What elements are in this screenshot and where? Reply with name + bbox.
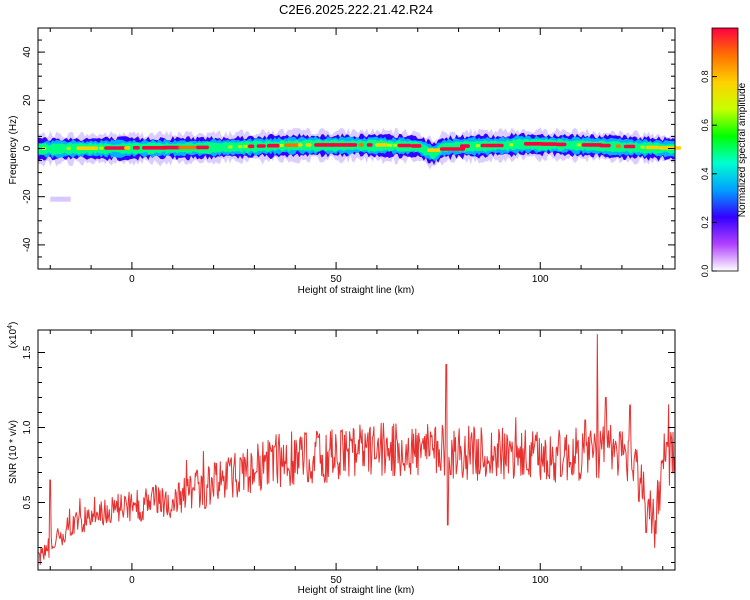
- ridge-core-segment: [331, 143, 353, 147]
- chart-title: C2E6.2025.222.21.42.R24: [279, 2, 433, 17]
- ridge-core-segment: [375, 143, 388, 147]
- spectrogram-y-tick-label: 0: [22, 145, 33, 151]
- ridge-core-segment: [132, 146, 140, 150]
- snr-x-tick-label: 100: [532, 575, 549, 586]
- ridge-core-segment: [397, 143, 412, 148]
- ridge-core-segment: [243, 144, 248, 148]
- ridge-core-segment: [523, 142, 544, 146]
- spectrogram-y-tick-label: 40: [22, 46, 33, 58]
- ridge-core-segment: [475, 144, 480, 148]
- snr-ticks: 0 50 100 0.5 1.0 1.5: [22, 330, 675, 586]
- ridge-core-segment: [349, 143, 358, 147]
- ridge-core-segment: [615, 144, 621, 148]
- ridge-core-segment: [581, 143, 603, 147]
- ridge-core-segment: [460, 144, 470, 148]
- snr-y-label: SNR (10 * v/v): [8, 420, 19, 484]
- ridge-core-segment: [410, 144, 422, 148]
- ridge-core-segment: [66, 146, 71, 150]
- colorbar-tick-label: 0.6: [700, 119, 710, 132]
- spectrogram-y-label: Frequency (Hz): [8, 116, 19, 185]
- snr-y-tick-label: 0.5: [22, 495, 33, 509]
- ridge-core-segment: [142, 146, 168, 150]
- colorbar-tick-label: 0.8: [700, 70, 710, 83]
- snr-plot-area: [38, 330, 675, 570]
- ridge-core-segment: [162, 145, 181, 150]
- spectrogram-heatmap: [38, 127, 682, 202]
- ridge-core-segment: [645, 145, 660, 150]
- ridge-core-segment: [76, 146, 99, 150]
- ridge-core-segment: [196, 145, 209, 150]
- spectrogram-y-tick-label: 20: [22, 94, 33, 106]
- ridge-core-segment: [387, 143, 392, 147]
- isolated-patch: [50, 196, 71, 202]
- ridge-core-segment: [104, 146, 130, 150]
- colorbar-tick-label: 0.4: [700, 168, 710, 181]
- ridge-core-segment: [228, 145, 233, 149]
- ridge-core-segment: [314, 143, 336, 147]
- colorbar-ticks: 0.0 0.2 0.4 0.6 0.8: [700, 70, 717, 277]
- colorbar-label: Normalized spectral amplitude: [737, 82, 748, 217]
- spectrogram-ticks: 0 50 100 -40 -20 0 20 40: [22, 27, 675, 285]
- ridge-core-segment: [279, 143, 284, 147]
- spectrogram-x-tick-label: 0: [129, 274, 135, 285]
- ridge-core-segment: [178, 145, 200, 150]
- spectrogram-x-tick-label: 100: [532, 274, 549, 285]
- ridge-core-segment: [305, 143, 312, 147]
- spectrogram-x-label: Height of straight line (km): [298, 285, 415, 296]
- ridge-core-segment: [99, 146, 104, 150]
- ridge-core-segment: [297, 143, 303, 147]
- ridge-core-segment: [623, 144, 636, 149]
- ridge-core-segment: [284, 143, 299, 147]
- ridge-core-segment: [358, 143, 364, 147]
- spectrogram-y-tick-label: -40: [22, 237, 33, 252]
- ridge-core-segment: [439, 147, 466, 151]
- ridge-green-band: [38, 138, 675, 160]
- ridge-core-segment: [248, 144, 255, 149]
- ridge-core-segment: [658, 146, 682, 150]
- colorbar-tick-label: 0.0: [700, 265, 710, 278]
- snr-x-tick-label: 50: [331, 575, 343, 586]
- ridge-core-segment: [555, 142, 567, 147]
- ridge-core-segment: [124, 146, 131, 150]
- colorbar-bar: [711, 27, 739, 272]
- snr-series-line: [37, 334, 675, 565]
- ridge-core-segment: [540, 142, 558, 146]
- ridge-core-segment: [599, 143, 611, 148]
- snr-x-label: Height of straight line (km): [298, 585, 415, 596]
- ridge-core-segment: [392, 143, 397, 147]
- ridge-core-segment: [256, 144, 266, 148]
- ridge-core-segment: [480, 143, 504, 148]
- colorbar: 0.0 0.2 0.4 0.6 0.8 Normalized spectral ampl…: [700, 27, 748, 277]
- ridge-core-segment: [267, 143, 280, 148]
- ridge-core-segment: [509, 143, 514, 147]
- spectrogram-y-tick-label: -20: [22, 189, 33, 204]
- snr-y-tick-label: 1.5: [22, 345, 33, 359]
- snr-panel: 0 50 100 0.5 1.0 1.5 Height of straight line …: [7, 322, 676, 596]
- snr-x-tick-label: 0: [129, 575, 135, 586]
- ridge-core-segment: [427, 148, 441, 152]
- ridge-core-segment: [576, 143, 581, 147]
- spectrogram-panel: 0 50 100 -40 -20 0 20 40 Height of straight lin…: [8, 27, 682, 296]
- spectrogram-x-tick-label: 50: [331, 274, 343, 285]
- ridge-core-segment: [238, 145, 243, 149]
- snr-y-multiplier: (x104): [7, 322, 19, 349]
- colorbar-tick-label: 0.2: [700, 216, 710, 229]
- snr-y-tick-label: 1.0: [22, 420, 33, 434]
- snr-frame: [37, 329, 676, 571]
- ridge-core-segment: [640, 145, 645, 149]
- ridge-core-segment: [366, 143, 373, 147]
